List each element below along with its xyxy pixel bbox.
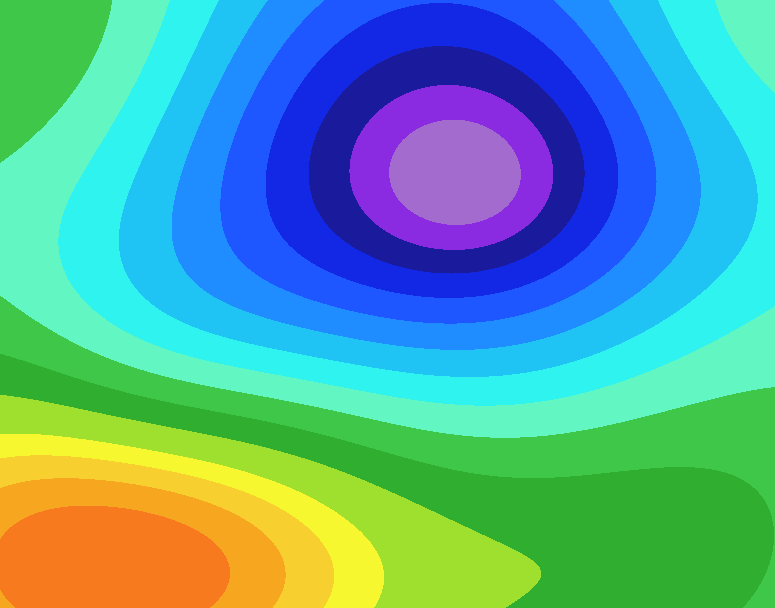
contour-plot	[0, 0, 775, 608]
